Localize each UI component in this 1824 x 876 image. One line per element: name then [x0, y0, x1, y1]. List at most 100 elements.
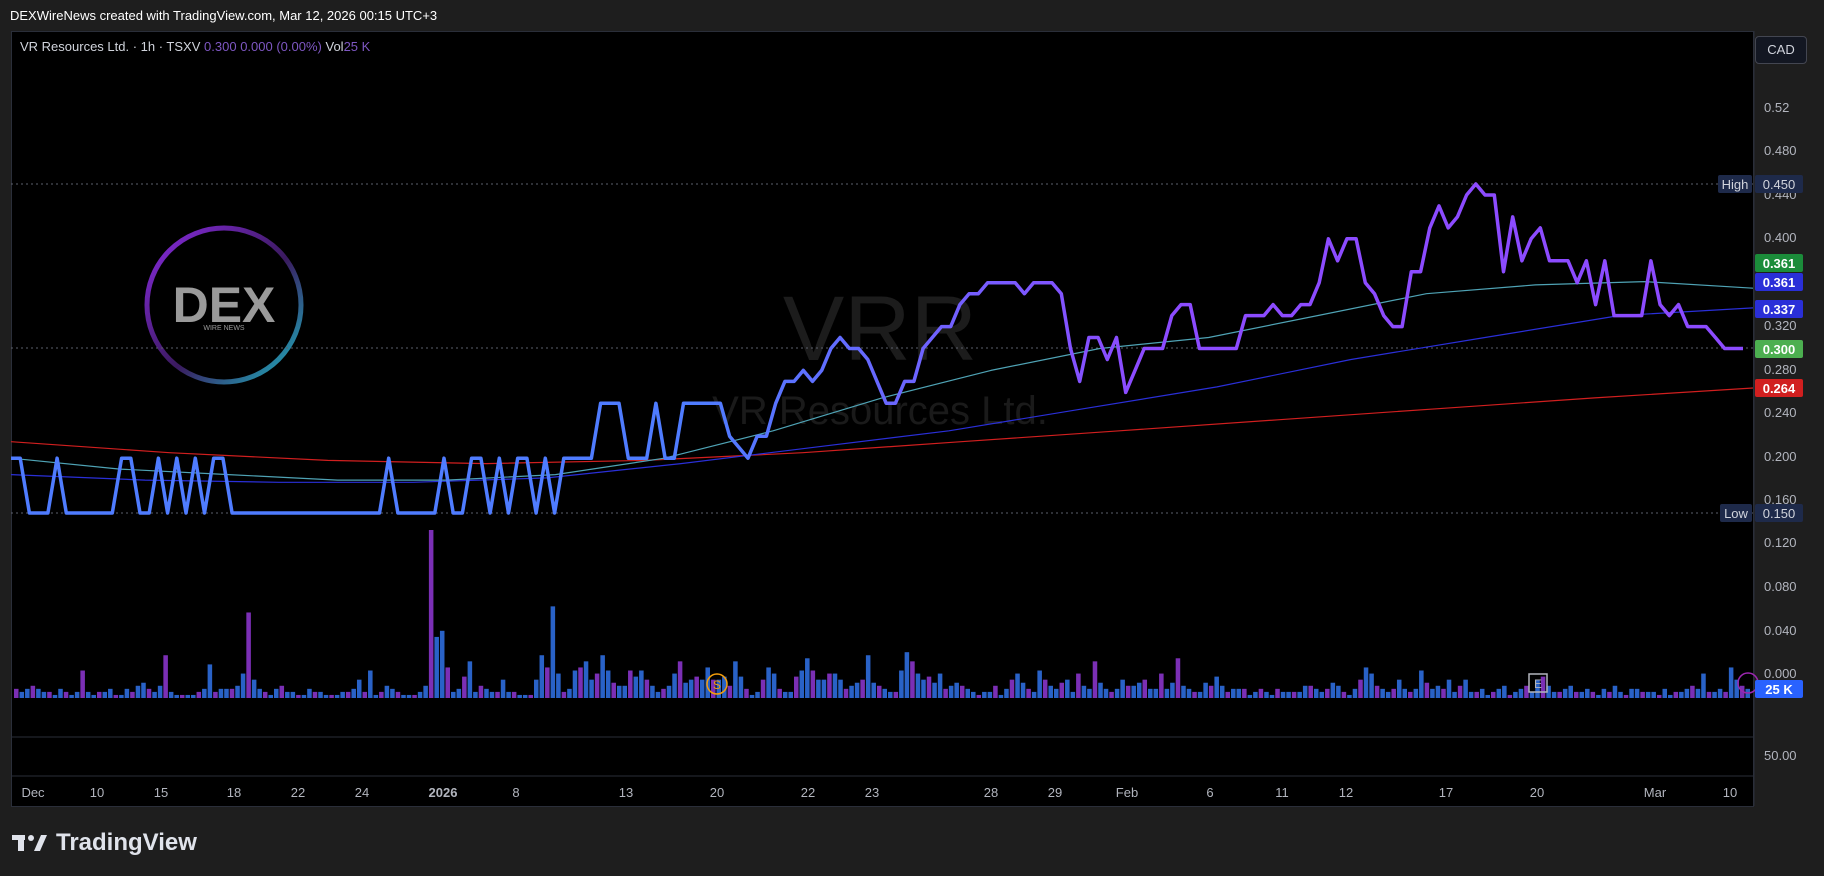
symbol-name: VR Resources Ltd. · 1h · TSXV [20, 39, 201, 54]
volume-bar [860, 679, 865, 698]
volume-bar [528, 694, 533, 698]
volume-bar [395, 691, 401, 698]
volume-bar [401, 694, 406, 698]
volume-bar [467, 661, 473, 698]
volume-bar [224, 688, 229, 698]
volume-bar [163, 655, 168, 698]
volume-bar [368, 670, 373, 698]
volume-bar [1419, 670, 1424, 698]
volume-bar [1219, 685, 1225, 698]
ma-blue-line [10, 307, 1754, 483]
volume-bar [91, 694, 96, 698]
symbol-legend[interactable]: VR Resources Ltd. · 1h · TSXV 0.300 0.00… [20, 39, 370, 54]
volume-bar [1225, 691, 1230, 698]
volume-bar [1623, 694, 1629, 698]
volume-bar [1026, 688, 1031, 698]
y-tick-label: 0.240 [1764, 405, 1797, 420]
tradingview-brand[interactable]: TradingView [12, 829, 197, 857]
volume-bar [722, 676, 727, 698]
lower-pane-tick-label: 50.00 [1764, 748, 1797, 763]
volume-bar [1020, 682, 1026, 698]
volume-bar [1037, 670, 1042, 698]
x-tick-label: Mar [1644, 785, 1667, 800]
x-tick-label: 11 [1275, 785, 1289, 800]
volume-bar [1441, 688, 1446, 698]
y-tick-label: 0.000 [1764, 666, 1797, 681]
volume-bar [185, 694, 191, 698]
volume-bar [135, 685, 141, 698]
volume-bar [113, 694, 119, 698]
volume-bar [1496, 688, 1502, 698]
x-tick-label: 20 [710, 785, 724, 800]
volume-bar [1153, 688, 1159, 698]
volume-bar [301, 694, 307, 698]
volume-bar [1435, 685, 1441, 698]
currency-button[interactable]: CAD [1755, 36, 1807, 64]
volume-bar [235, 685, 240, 698]
volume-bar [63, 691, 69, 698]
volume-bar [1148, 688, 1153, 698]
volume-bar [1607, 691, 1612, 698]
volume-bar [1098, 682, 1103, 698]
volume-bar [522, 694, 528, 698]
x-tick-label: 22 [801, 785, 815, 800]
x-tick-label: Dec [21, 785, 45, 800]
volume-bar [1546, 685, 1551, 698]
volume-bar [926, 676, 932, 698]
high-label: High [1722, 177, 1749, 192]
volume-bar [1214, 676, 1219, 698]
volume-bar [843, 688, 849, 698]
volume-bar [1048, 685, 1053, 698]
volume-bar [517, 694, 522, 698]
volume-bar [1430, 688, 1435, 698]
volume-bar [1092, 661, 1098, 698]
volume-bar [25, 688, 30, 698]
volume-bar [290, 691, 296, 698]
ma-red-line [10, 387, 1754, 465]
volume-bar [74, 691, 80, 698]
volume-bar [1712, 691, 1717, 698]
volume-bar [1385, 691, 1391, 698]
volume-bar [711, 679, 716, 698]
volume-bar [1081, 685, 1087, 698]
volume-bar [473, 691, 478, 698]
volume-bar [1507, 694, 1513, 698]
volume-bar [240, 673, 246, 698]
volume-bar [1590, 691, 1596, 698]
volume-bar [1053, 688, 1059, 698]
volume-bar [1203, 682, 1208, 698]
volume-bar [19, 691, 25, 698]
volume-bar [1662, 688, 1668, 698]
volume-bar [213, 691, 218, 698]
volume-bar [910, 661, 915, 698]
volume-bar [1568, 685, 1573, 698]
volume-bar [1518, 688, 1524, 698]
low-value: 0.150 [1763, 506, 1796, 521]
volume-bar [1347, 694, 1352, 698]
y-tick-label: 0.080 [1764, 579, 1797, 594]
volume-bar [1557, 691, 1562, 698]
y-tick-label: 0.480 [1764, 143, 1797, 158]
split-marker-label: S [713, 678, 721, 692]
volume-bar [699, 679, 705, 698]
volume-bar [511, 691, 517, 698]
volume-bar [865, 655, 871, 698]
volume-bar [1297, 691, 1302, 698]
volume-bar [356, 679, 362, 698]
volume-bar [318, 691, 323, 698]
volume-label-bg [1755, 680, 1803, 698]
volume-bar [1513, 691, 1518, 698]
volume-bar [373, 694, 379, 698]
volume-bar [755, 691, 760, 698]
volume-bar [1330, 682, 1336, 698]
volume-bar [1585, 688, 1590, 698]
volume-bar [578, 667, 583, 698]
x-tick-label: 22 [291, 785, 305, 800]
volume-bar [157, 685, 163, 698]
volume-bar [738, 676, 744, 698]
volume-bar [583, 661, 589, 698]
volume-bar [500, 679, 506, 698]
volume-bar [1562, 688, 1568, 698]
volume-bar [600, 655, 605, 698]
